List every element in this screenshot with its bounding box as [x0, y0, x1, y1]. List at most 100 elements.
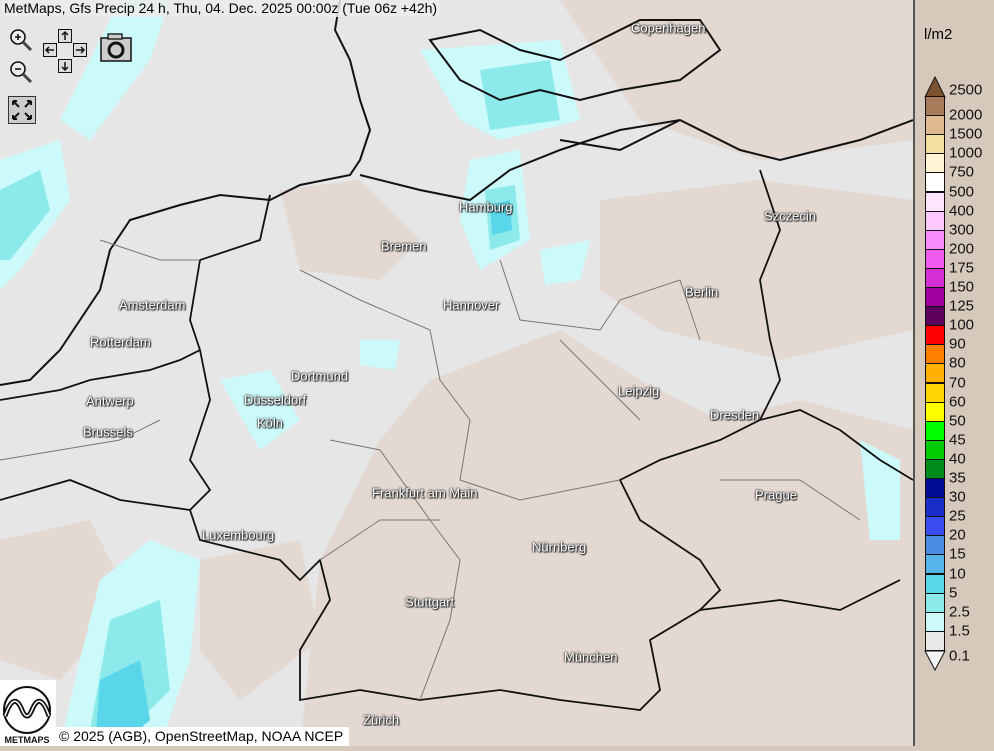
fullscreen-icon — [8, 96, 36, 124]
zoom-in-icon — [10, 29, 33, 52]
city-label: Hamburg — [459, 199, 513, 215]
pan-up-button[interactable] — [58, 29, 72, 48]
legend-label: 35 — [949, 469, 966, 487]
zoom-in-button[interactable] — [6, 26, 36, 54]
legend-label: 40 — [949, 450, 966, 468]
legend-swatch — [925, 210, 945, 231]
city-label: Frankfurt am Main — [372, 485, 478, 501]
legend-label: 45 — [949, 431, 966, 449]
pan-right-button[interactable] — [73, 43, 87, 62]
legend-label: 1000 — [949, 144, 983, 162]
coastlines — [0, 0, 913, 386]
city-label: München — [564, 649, 618, 665]
legend-swatch — [925, 267, 945, 288]
legend-swatch — [925, 191, 945, 212]
legend-label: 200 — [949, 240, 975, 258]
camera-icon — [100, 33, 132, 62]
arrow-up-icon — [58, 29, 72, 43]
city-label: Antwerp — [86, 393, 134, 409]
legend-swatch — [925, 229, 945, 250]
legend-top-arrow — [924, 76, 946, 98]
arrow-left-icon — [43, 43, 57, 57]
pan-down-button[interactable] — [58, 59, 72, 78]
city-label: Berlin — [685, 284, 719, 300]
svg-text:METMAPS: METMAPS — [5, 735, 50, 745]
snapshot-button[interactable] — [100, 33, 133, 68]
city-label: Copenhagen — [631, 20, 706, 36]
city-label: Dresden — [710, 407, 760, 423]
legend-swatch — [925, 306, 945, 327]
city-label: Köln — [257, 415, 284, 431]
legend-label: 2500 — [949, 81, 983, 99]
legend-swatch — [925, 382, 945, 403]
city-label: Szczecin — [764, 208, 817, 224]
legend-swatch — [925, 96, 945, 117]
legend-label: 50 — [949, 412, 966, 430]
legend-label: 90 — [949, 335, 966, 353]
legend-label: 15 — [949, 545, 966, 563]
city-label: Leipzig — [618, 383, 660, 399]
legend-label: 2000 — [949, 106, 983, 124]
legend-label: 750 — [949, 163, 975, 181]
country-borders — [0, 169, 913, 711]
legend-label: 500 — [949, 183, 975, 200]
legend-label: 25 — [949, 507, 966, 525]
legend-swatch — [925, 172, 945, 193]
legend-unit: l/m2 — [924, 26, 953, 43]
legend-swatch — [925, 248, 945, 269]
city-label: Amsterdam — [119, 297, 186, 313]
city-label: Zürich — [363, 712, 400, 728]
legend-label: 10 — [949, 565, 966, 582]
legend-swatch — [925, 401, 945, 422]
map-title: MetMaps, Gfs Precip 24 h, Thu, 04. Dec. … — [2, 0, 440, 17]
zoom-out-button[interactable] — [6, 58, 36, 86]
map-credits: © 2025 (AGB), OpenStreetMap, NOAA NCEP — [56, 727, 350, 746]
land-dry-areas — [0, 0, 913, 746]
legend-swatch — [925, 611, 945, 632]
legend-swatch — [925, 516, 945, 537]
precip-heavier-areas — [95, 200, 512, 746]
legend-swatch — [925, 478, 945, 499]
legend-swatch — [925, 554, 945, 575]
city-label: Brussels — [83, 424, 133, 440]
city-label: Dortmund — [291, 368, 349, 384]
city-label: Nürnberg — [532, 539, 587, 555]
legend-label: 175 — [949, 259, 975, 277]
fullscreen-button[interactable] — [8, 96, 36, 129]
legend-label: 30 — [949, 488, 966, 506]
legend-swatch — [925, 458, 945, 479]
legend-swatch — [925, 287, 945, 308]
region-borders — [0, 239, 861, 701]
city-label: Rotterdam — [90, 334, 151, 350]
zoom-out-icon — [10, 61, 33, 84]
legend-label: 60 — [949, 393, 966, 411]
legend-label: 20 — [949, 526, 966, 544]
legend-swatch — [925, 420, 945, 441]
city-label: Prague — [755, 487, 797, 503]
legend-swatch — [925, 439, 945, 460]
legend-label: 300 — [949, 221, 975, 239]
precipitation-map[interactable] — [0, 0, 913, 746]
legend-label: 80 — [949, 354, 966, 372]
city-label: Hannover — [443, 297, 500, 313]
legend-label: 2.5 — [949, 603, 970, 621]
city-label: Stuttgart — [405, 594, 455, 610]
city-label: Düsseldorf — [244, 392, 307, 408]
legend-label: 1500 — [949, 125, 983, 143]
legend-label: 400 — [949, 202, 975, 220]
legend-swatch — [925, 153, 945, 174]
legend-swatch — [925, 630, 945, 651]
legend-label: 5 — [949, 584, 958, 602]
arrow-right-icon — [73, 43, 87, 57]
pan-left-button[interactable] — [43, 43, 57, 62]
legend-label: 70 — [949, 374, 966, 391]
legend-label: 100 — [949, 316, 975, 334]
legend-panel: l/m2 2500 2000 1500 1000 750 500 400 300 200 175 1… — [913, 0, 994, 746]
legend-swatch — [925, 535, 945, 556]
city-label: Bremen — [381, 238, 427, 254]
legend-swatch — [925, 115, 945, 136]
logo-icon: METMAPS — [2, 686, 52, 745]
legend-swatch — [925, 497, 945, 518]
legend-label: 150 — [949, 278, 975, 296]
legend-label: 125 — [949, 297, 975, 315]
